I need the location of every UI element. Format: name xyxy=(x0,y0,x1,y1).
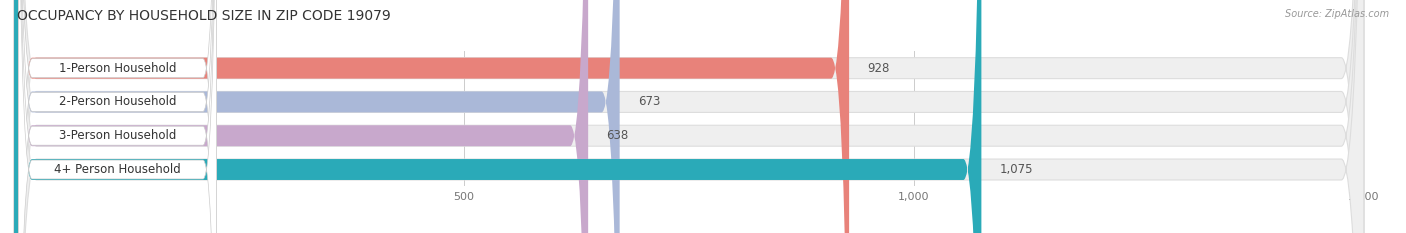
FancyBboxPatch shape xyxy=(14,0,981,233)
FancyBboxPatch shape xyxy=(14,0,1364,233)
FancyBboxPatch shape xyxy=(18,0,217,233)
FancyBboxPatch shape xyxy=(14,0,1364,233)
Text: 1-Person Household: 1-Person Household xyxy=(59,62,176,75)
Text: Source: ZipAtlas.com: Source: ZipAtlas.com xyxy=(1285,9,1389,19)
Text: 638: 638 xyxy=(606,129,628,142)
Text: 4+ Person Household: 4+ Person Household xyxy=(55,163,181,176)
FancyBboxPatch shape xyxy=(14,0,588,233)
Text: 928: 928 xyxy=(868,62,890,75)
Text: 1,075: 1,075 xyxy=(1000,163,1033,176)
Text: OCCUPANCY BY HOUSEHOLD SIZE IN ZIP CODE 19079: OCCUPANCY BY HOUSEHOLD SIZE IN ZIP CODE … xyxy=(17,9,391,23)
FancyBboxPatch shape xyxy=(14,0,1364,233)
FancyBboxPatch shape xyxy=(14,0,1364,233)
FancyBboxPatch shape xyxy=(18,0,217,233)
FancyBboxPatch shape xyxy=(14,0,620,233)
FancyBboxPatch shape xyxy=(18,0,217,233)
FancyBboxPatch shape xyxy=(14,0,849,233)
FancyBboxPatch shape xyxy=(18,0,217,233)
Text: 3-Person Household: 3-Person Household xyxy=(59,129,176,142)
Text: 2-Person Household: 2-Person Household xyxy=(59,96,176,108)
Text: 673: 673 xyxy=(638,96,659,108)
